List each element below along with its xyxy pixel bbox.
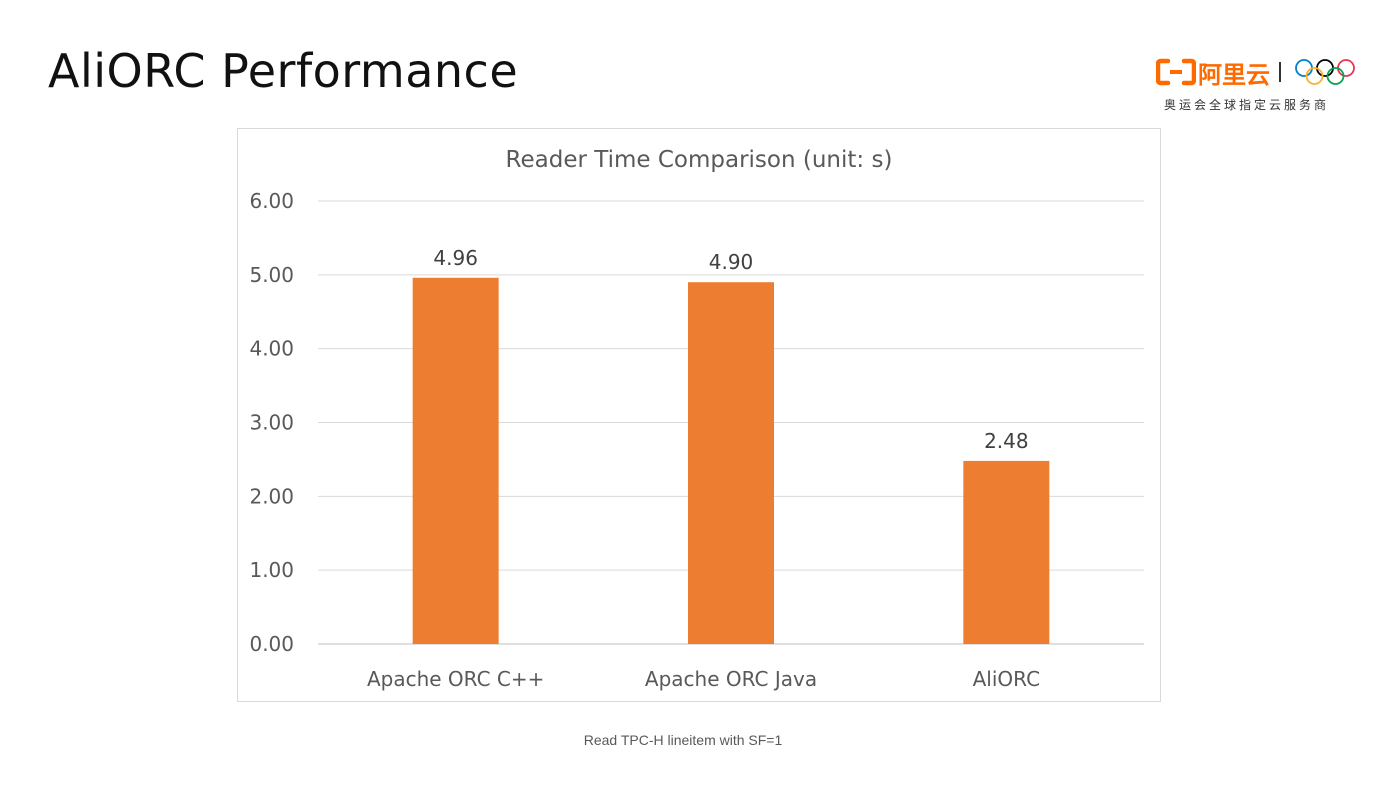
chart-frame: Reader Time Comparison (unit: s) 0.00 1.00…: [237, 128, 1161, 702]
brand-name: 阿里云: [1198, 60, 1270, 89]
x-tick-label: AliORC: [973, 667, 1040, 691]
y-tick-label: 2.00: [249, 484, 294, 508]
logo-block: 阿里云 奥运会全球指定云服务商: [1156, 56, 1356, 116]
y-tick-label: 6.00: [249, 189, 294, 213]
chart-caption: Read TPC-H lineitem with SF=1: [583, 732, 783, 748]
page-title: AliORC Performance: [48, 44, 519, 98]
aliyun-brand: 阿里云: [1156, 56, 1270, 89]
y-tick-label: 4.00: [249, 337, 294, 361]
y-tick-label: 0.00: [249, 632, 294, 656]
bar: [688, 282, 774, 644]
x-tick-label: Apache ORC C++: [367, 667, 544, 691]
olympic-rings-icon: [1295, 59, 1355, 85]
logo-tagline: 奥运会全球指定云服务商: [1164, 98, 1330, 112]
x-tick-label: Apache ORC Java: [645, 667, 817, 691]
y-tick-label: 3.00: [249, 411, 294, 435]
data-label: 4.96: [433, 246, 478, 270]
y-tick-label: 5.00: [249, 263, 294, 287]
aliyun-logo-icon: [1156, 58, 1196, 86]
data-label: 2.48: [984, 429, 1029, 453]
data-label: 4.90: [709, 250, 754, 274]
logo-divider: [1279, 62, 1281, 82]
bar: [963, 460, 1050, 644]
bar: [412, 277, 499, 644]
y-tick-label: 1.00: [249, 558, 294, 582]
bar-chart: Reader Time Comparison (unit: s) 0.00 1.00…: [249, 147, 1144, 691]
chart-title: Reader Time Comparison (unit: s): [506, 147, 893, 173]
